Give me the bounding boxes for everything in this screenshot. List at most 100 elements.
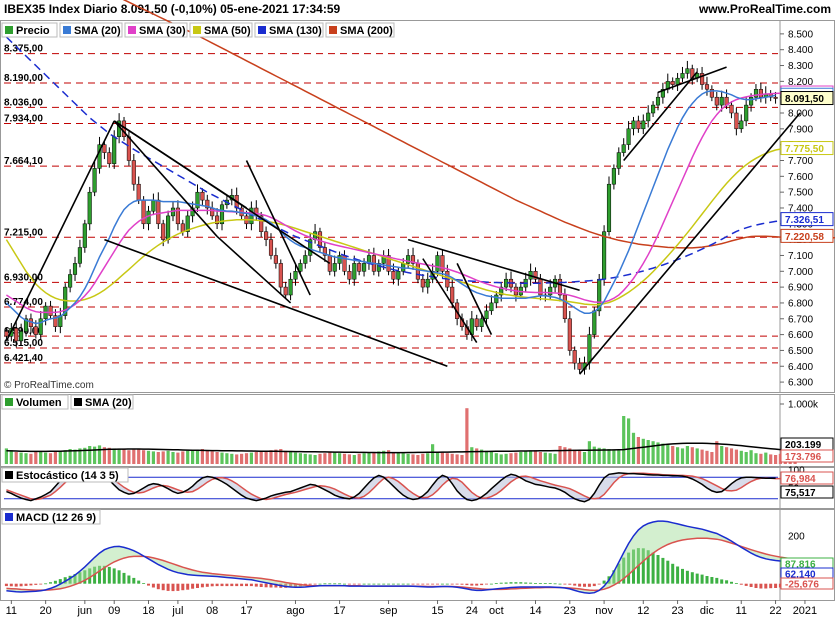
macd-histogram-bar [744,583,748,586]
price-axis-label: 7.100 [788,251,813,262]
price-axis-label: 8.500 [788,29,813,40]
legend-swatch [63,26,71,34]
price-axis-label: 6.800 [788,298,813,309]
candle [72,263,78,275]
support-line-label: 7.664,10 [4,156,43,167]
volume-bar [181,451,185,464]
price-axis-label: 6.400 [788,362,813,373]
panel-frame [0,467,835,509]
macd-histogram-bar [245,583,248,587]
candle [734,112,739,130]
candle [273,255,278,264]
volume-bar [298,453,302,464]
macd-histogram-bar [597,583,601,585]
volume-bar [357,453,361,464]
volume-bar [313,455,317,464]
volume-bar [739,450,743,464]
volume-bar [205,450,209,464]
volume-bar [347,454,351,464]
macd-histogram-bar [499,582,503,584]
volume-bar [230,453,234,464]
legend-label: SMA (50) [204,25,251,37]
candle [391,271,396,280]
sma30-line [5,92,796,314]
macd-histogram-bar [671,563,675,584]
volume-bar [102,447,106,464]
trendline [5,120,115,342]
volume-bar [83,447,87,464]
macd-histogram-bar [44,583,48,585]
volume-bar [342,453,347,464]
macd-histogram-bar [529,582,533,584]
volume-bar [166,450,170,464]
volume-bar [440,452,444,464]
macd-histogram-bar [382,583,386,585]
macd-histogram-bar [411,583,415,585]
last-value-label: 8.091,50 [785,94,824,105]
legend-item [1,22,58,38]
macd-histogram-bar [161,583,165,591]
candle [651,104,656,114]
volume-bar [210,451,214,464]
candle [180,223,185,232]
macd-histogram-bar [112,568,116,584]
candle [97,144,102,169]
macd-histogram-bar [583,583,586,587]
volume-bar [431,444,435,464]
trendline [657,66,727,94]
price-axis-label: 7.900 [788,124,813,135]
last-value-label: 7.326,51 [785,215,824,226]
volume-bar [426,453,430,464]
volume-bar [29,453,33,464]
volume-bar [450,453,454,464]
candle [660,89,665,98]
candle [288,278,293,296]
candle [298,263,303,272]
candle [156,199,161,225]
volume-value-tag [780,449,834,463]
legend-swatch [5,471,13,479]
volume-bar [338,453,342,464]
volume-bar [176,452,180,464]
macd-histogram-bar [137,580,141,584]
macd-histogram-bar [494,583,498,584]
volume-bar [524,451,528,464]
volume-bar [710,452,714,464]
price-axis-label: 8.000 [788,109,813,120]
last-value-label: 7.775,50 [785,144,824,155]
candle [425,278,430,288]
volume-bar [39,451,43,464]
volume-bar [367,452,371,464]
site-url[interactable]: www.ProRealTime.com [698,2,831,16]
candle [700,73,705,85]
candle [14,328,19,342]
macd-histogram-bar [391,583,395,585]
macd-histogram-bar [450,583,454,585]
macd-histogram-bar [328,583,332,585]
volume-bar [264,450,268,464]
candle [484,310,489,320]
legend-item [1,394,69,410]
macd-histogram-bar [558,583,562,585]
volume-bar [494,453,498,464]
volume-bar [671,446,675,464]
trendline [113,120,331,265]
volume-bar [63,450,67,464]
macd-histogram-bar [98,565,101,584]
volume-bar [171,452,175,464]
macd-histogram-bar [396,583,400,585]
macd-histogram-bar [725,580,729,584]
volume-bar [406,453,410,464]
volume-bar [161,451,165,464]
macd-histogram-bar [102,565,106,584]
macd-histogram-bar [739,583,743,585]
volume-bar [769,454,773,464]
candle [435,255,440,272]
macd-histogram-bar [480,583,484,586]
macd-histogram-bar [715,577,719,584]
last-value-tag [780,212,834,227]
macd-histogram-bar [666,560,670,584]
macd-histogram-bar [377,583,381,585]
candle [249,207,254,225]
x-axis-label: 14 [529,605,541,617]
